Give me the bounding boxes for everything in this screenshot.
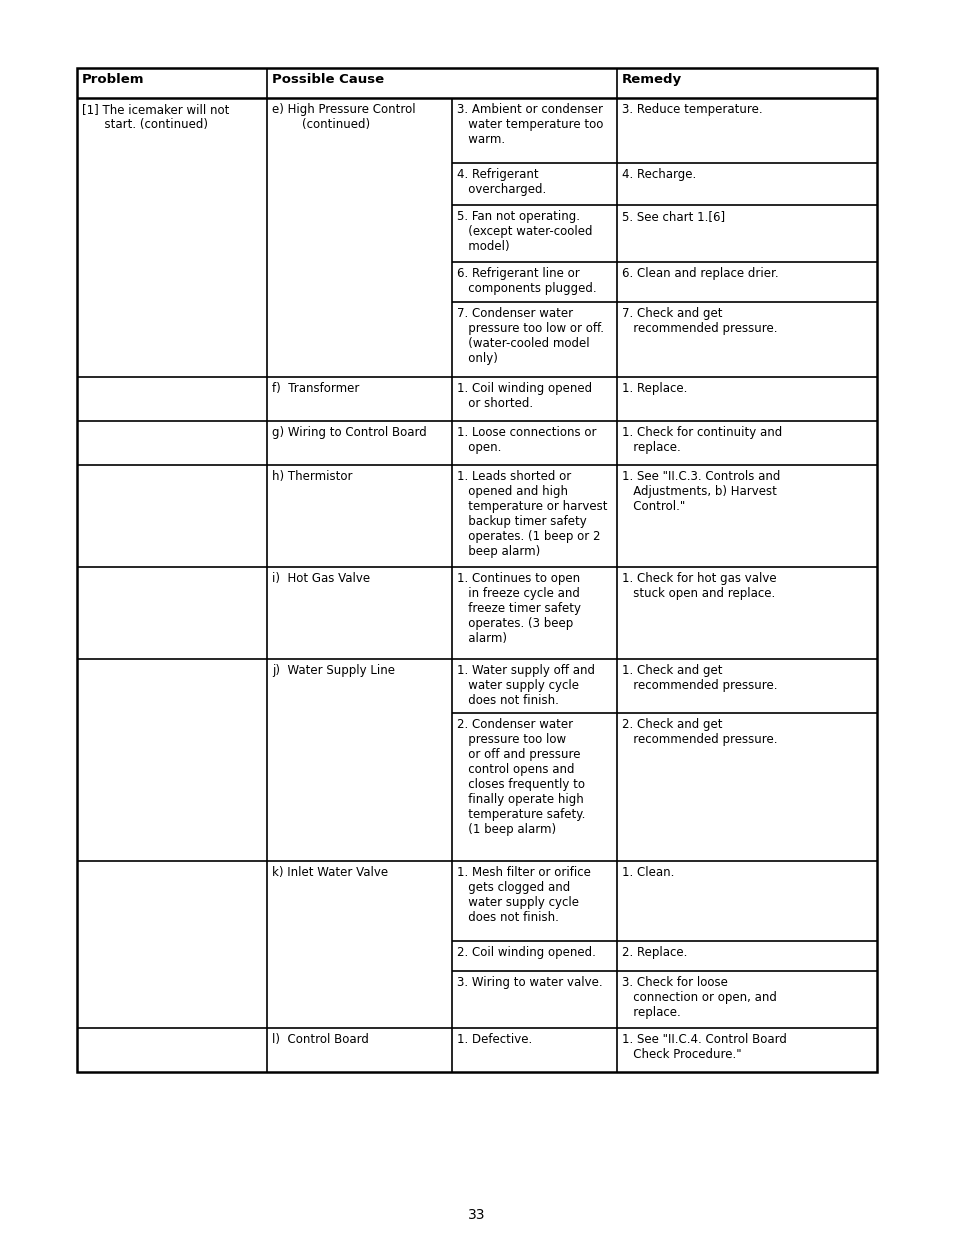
Text: 1. Clean.: 1. Clean. xyxy=(621,866,674,879)
Text: 2. Replace.: 2. Replace. xyxy=(621,946,687,960)
Text: 4. Refrigerant
   overcharged.: 4. Refrigerant overcharged. xyxy=(456,168,546,196)
Text: h) Thermistor: h) Thermistor xyxy=(272,471,352,483)
Text: 2. Coil winding opened.: 2. Coil winding opened. xyxy=(456,946,596,960)
Text: 1. Coil winding opened
   or shorted.: 1. Coil winding opened or shorted. xyxy=(456,382,592,410)
Text: 1. See "II.C.4. Control Board
   Check Procedure.": 1. See "II.C.4. Control Board Check Proc… xyxy=(621,1032,786,1061)
Text: [1] The icemaker will not
      start. (continued): [1] The icemaker will not start. (contin… xyxy=(82,103,229,131)
Text: 1. Check and get
   recommended pressure.: 1. Check and get recommended pressure. xyxy=(621,664,777,692)
Text: 5. See chart 1.[6]: 5. See chart 1.[6] xyxy=(621,210,724,224)
Text: 3. Ambient or condenser
   water temperature too
   warm.: 3. Ambient or condenser water temperatur… xyxy=(456,103,602,146)
Text: 1. See "II.C.3. Controls and
   Adjustments, b) Harvest
   Control.": 1. See "II.C.3. Controls and Adjustments… xyxy=(621,471,780,513)
Text: f)  Transformer: f) Transformer xyxy=(272,382,359,395)
Text: 7. Condenser water
   pressure too low or off.
   (water-cooled model
   only): 7. Condenser water pressure too low or o… xyxy=(456,308,603,366)
Text: 1. Defective.: 1. Defective. xyxy=(456,1032,532,1046)
Text: 1. Mesh filter or orifice
   gets clogged and
   water supply cycle
   does not : 1. Mesh filter or orifice gets clogged a… xyxy=(456,866,590,924)
Text: j)  Water Supply Line: j) Water Supply Line xyxy=(272,664,395,677)
Bar xyxy=(77,68,876,1072)
Text: i)  Hot Gas Valve: i) Hot Gas Valve xyxy=(272,572,370,585)
Text: Remedy: Remedy xyxy=(621,73,681,86)
Text: 1. Water supply off and
   water supply cycle
   does not finish.: 1. Water supply off and water supply cyc… xyxy=(456,664,595,706)
Text: Problem: Problem xyxy=(82,73,144,86)
Text: e) High Pressure Control
        (continued): e) High Pressure Control (continued) xyxy=(272,103,416,131)
Text: 6. Refrigerant line or
   components plugged.: 6. Refrigerant line or components plugge… xyxy=(456,267,596,295)
Text: 33: 33 xyxy=(468,1208,485,1221)
Text: 3. Check for loose
   connection or open, and
   replace.: 3. Check for loose connection or open, a… xyxy=(621,976,776,1019)
Bar xyxy=(77,68,876,1072)
Text: 7. Check and get
   recommended pressure.: 7. Check and get recommended pressure. xyxy=(621,308,777,335)
Text: 3. Wiring to water valve.: 3. Wiring to water valve. xyxy=(456,976,602,989)
Text: 6. Clean and replace drier.: 6. Clean and replace drier. xyxy=(621,267,778,280)
Text: 4. Recharge.: 4. Recharge. xyxy=(621,168,696,182)
Text: 2. Condenser water
   pressure too low
   or off and pressure
   control opens a: 2. Condenser water pressure too low or o… xyxy=(456,718,585,836)
Text: Possible Cause: Possible Cause xyxy=(272,73,384,86)
Text: 1. Loose connections or
   open.: 1. Loose connections or open. xyxy=(456,426,596,454)
Text: 1. Replace.: 1. Replace. xyxy=(621,382,687,395)
Text: 1. Leads shorted or
   opened and high
   temperature or harvest
   backup timer: 1. Leads shorted or opened and high temp… xyxy=(456,471,607,558)
Text: k) Inlet Water Valve: k) Inlet Water Valve xyxy=(272,866,388,879)
Text: l)  Control Board: l) Control Board xyxy=(272,1032,369,1046)
Text: g) Wiring to Control Board: g) Wiring to Control Board xyxy=(272,426,426,438)
Text: 3. Reduce temperature.: 3. Reduce temperature. xyxy=(621,103,761,116)
Text: 5. Fan not operating.
   (except water-cooled
   model): 5. Fan not operating. (except water-cool… xyxy=(456,210,592,253)
Text: 2. Check and get
   recommended pressure.: 2. Check and get recommended pressure. xyxy=(621,718,777,746)
Text: 1. Check for continuity and
   replace.: 1. Check for continuity and replace. xyxy=(621,426,781,454)
Text: 1. Continues to open
   in freeze cycle and
   freeze timer safety
   operates. : 1. Continues to open in freeze cycle and… xyxy=(456,572,580,645)
Text: 1. Check for hot gas valve
   stuck open and replace.: 1. Check for hot gas valve stuck open an… xyxy=(621,572,776,600)
